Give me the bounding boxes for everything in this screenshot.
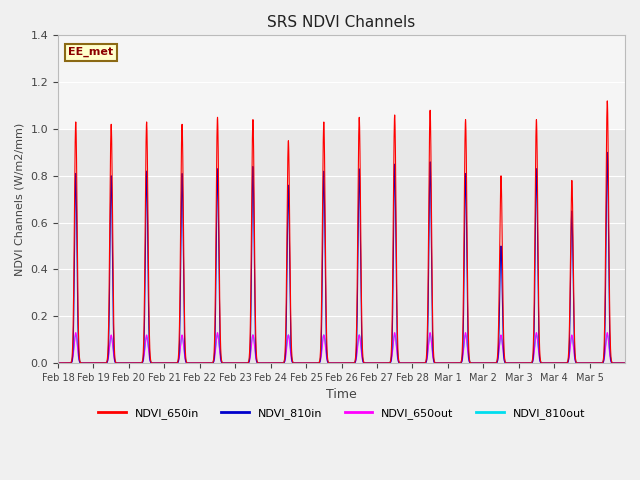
NDVI_650out [54, 360, 62, 366]
Line: NDVI_810out: NDVI_810out [58, 335, 625, 363]
NDVI_650in [83, 360, 90, 366]
Line: NDVI_650out: NDVI_650out [58, 333, 625, 363]
NDVI_810in [415, 360, 422, 366]
NDVI_810out [54, 360, 62, 366]
NDVI_650out [621, 360, 629, 366]
NDVI_810out [83, 360, 90, 366]
NDVI_810in [54, 360, 62, 366]
NDVI_650in [474, 360, 482, 366]
Line: NDVI_650in: NDVI_650in [58, 101, 625, 363]
NDVI_650out [415, 360, 422, 366]
NDVI_650in [390, 189, 397, 194]
Title: SRS NDVI Channels: SRS NDVI Channels [268, 15, 415, 30]
NDVI_650in [54, 360, 62, 366]
X-axis label: Time: Time [326, 388, 357, 401]
NDVI_650out [505, 360, 513, 366]
Legend: NDVI_650in, NDVI_810in, NDVI_650out, NDVI_810out: NDVI_650in, NDVI_810in, NDVI_650out, NDV… [93, 403, 589, 423]
NDVI_650in [259, 360, 267, 366]
NDVI_650out [260, 360, 268, 366]
NDVI_810in [604, 149, 611, 155]
NDVI_810out [415, 360, 422, 366]
Line: NDVI_810in: NDVI_810in [58, 152, 625, 363]
NDVI_810in [390, 235, 397, 241]
NDVI_810out [505, 360, 513, 366]
NDVI_650out [475, 360, 483, 366]
NDVI_810in [474, 360, 482, 366]
NDVI_650in [415, 360, 422, 366]
NDVI_810out [72, 332, 79, 338]
NDVI_650out [72, 330, 79, 336]
NDVI_810out [390, 337, 397, 343]
NDVI_650out [83, 360, 90, 366]
NDVI_650in [604, 98, 611, 104]
NDVI_810in [259, 360, 267, 366]
NDVI_650out [390, 337, 397, 343]
Text: EE_met: EE_met [68, 47, 113, 57]
NDVI_810in [621, 360, 629, 366]
NDVI_810in [83, 360, 90, 366]
NDVI_810in [505, 360, 513, 366]
NDVI_650in [621, 360, 629, 366]
Bar [58, 36, 625, 129]
Y-axis label: NDVI Channels (W/m2/mm): NDVI Channels (W/m2/mm) [15, 122, 25, 276]
NDVI_810out [475, 360, 483, 366]
NDVI_810out [621, 360, 629, 366]
NDVI_810out [260, 360, 268, 366]
NDVI_650in [505, 360, 513, 366]
